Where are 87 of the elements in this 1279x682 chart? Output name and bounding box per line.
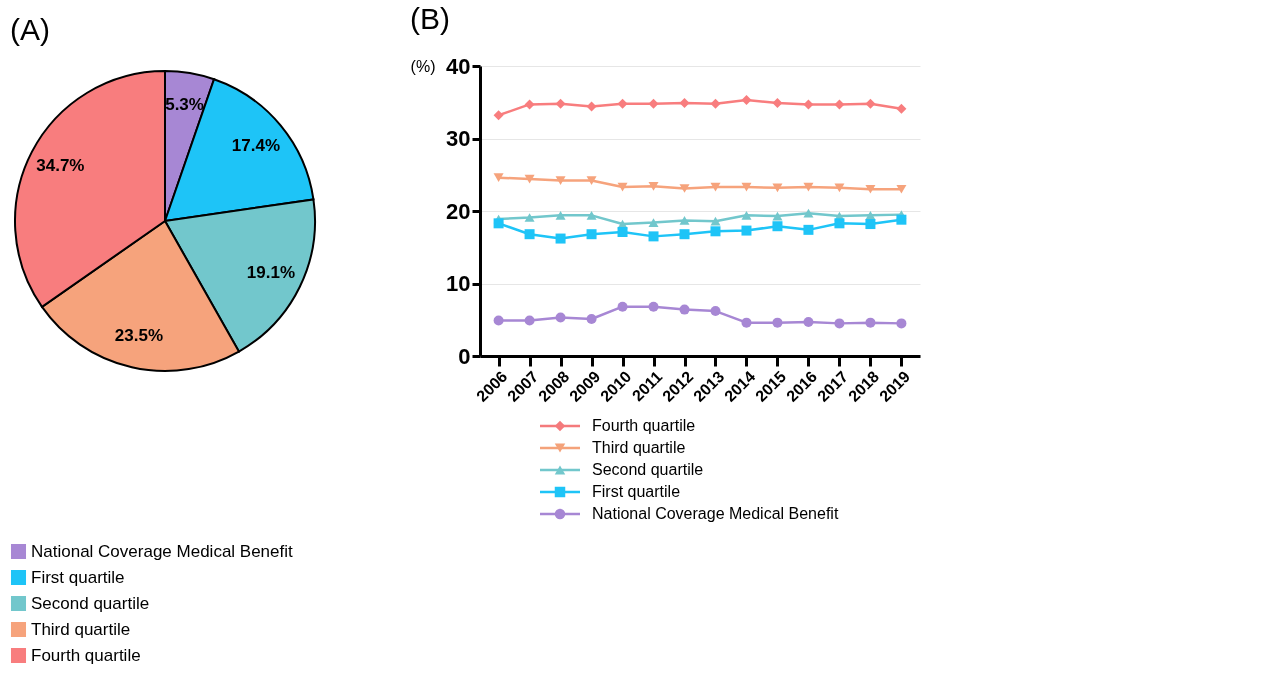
point <box>586 314 597 325</box>
point <box>524 174 535 184</box>
point <box>834 218 845 229</box>
legend-label: Fourth quartile <box>31 645 141 665</box>
data-label: 34.7% <box>36 156 85 176</box>
point <box>834 318 845 329</box>
chart-title: (A) <box>10 13 50 46</box>
point <box>741 317 752 328</box>
point <box>896 214 907 225</box>
point <box>493 173 504 182</box>
point <box>617 98 628 109</box>
legend-label: National Coverage Medical Benefit <box>31 541 294 561</box>
data-label: 23.5% <box>114 326 163 346</box>
point <box>865 98 876 109</box>
point <box>493 218 504 229</box>
legend-label: Second quartile <box>592 461 704 478</box>
point <box>524 99 535 110</box>
point <box>865 219 876 230</box>
point <box>803 208 814 218</box>
point <box>896 184 907 194</box>
point <box>741 211 752 220</box>
point <box>617 227 628 238</box>
legend-label: Fourth quartile <box>592 417 696 434</box>
point <box>834 183 845 193</box>
point <box>772 221 783 232</box>
point <box>555 312 566 323</box>
point <box>586 211 597 220</box>
point <box>648 98 659 109</box>
point <box>679 184 690 193</box>
data-label: 19.1% <box>246 262 296 282</box>
point <box>679 229 690 240</box>
point <box>772 97 783 108</box>
point <box>896 318 907 329</box>
point <box>679 216 690 225</box>
point <box>555 176 566 185</box>
y-tick-label: 10 <box>446 271 471 296</box>
y-tick-label: 20 <box>446 198 471 224</box>
legend-label: National Coverage Medical Benefit <box>592 505 839 522</box>
point <box>586 176 597 185</box>
y-axis-title: (%) <box>410 57 436 75</box>
point <box>555 211 566 220</box>
point <box>834 99 845 110</box>
legend-label: Third quartile <box>31 619 131 639</box>
point <box>524 229 535 240</box>
legend-label: Third quartile <box>592 439 686 456</box>
point <box>710 306 721 317</box>
point <box>772 317 783 328</box>
y-tick-label: 40 <box>446 53 471 79</box>
point <box>710 182 721 192</box>
point <box>524 315 535 326</box>
legend-label: First quartile <box>31 567 125 587</box>
point <box>865 184 876 194</box>
point <box>493 315 504 326</box>
point <box>679 304 690 315</box>
point <box>803 182 814 192</box>
point <box>493 110 504 121</box>
point <box>772 211 783 221</box>
legend-label: First quartile <box>592 483 681 500</box>
point <box>710 226 721 237</box>
point <box>803 316 814 327</box>
point <box>648 231 659 242</box>
point <box>555 233 566 244</box>
point <box>524 213 535 222</box>
chart-title: (B) <box>410 2 451 35</box>
point <box>555 98 566 109</box>
point <box>896 103 907 114</box>
point <box>586 101 597 112</box>
data-label: 17.4% <box>231 135 281 155</box>
point <box>586 229 597 240</box>
data-label: 5.3% <box>165 94 204 114</box>
point <box>865 317 876 328</box>
legend-label: Second quartile <box>31 593 150 613</box>
y-tick-label: 0 <box>458 343 471 369</box>
point <box>741 95 752 106</box>
point <box>648 182 659 191</box>
point <box>648 301 659 312</box>
point <box>617 301 628 312</box>
point <box>803 224 814 235</box>
point <box>741 225 752 236</box>
point <box>679 97 690 108</box>
point <box>772 183 783 193</box>
point <box>803 99 814 110</box>
point <box>741 182 752 192</box>
point <box>617 182 628 192</box>
point <box>648 218 659 227</box>
point <box>710 98 721 109</box>
y-tick-label: 30 <box>446 126 471 151</box>
